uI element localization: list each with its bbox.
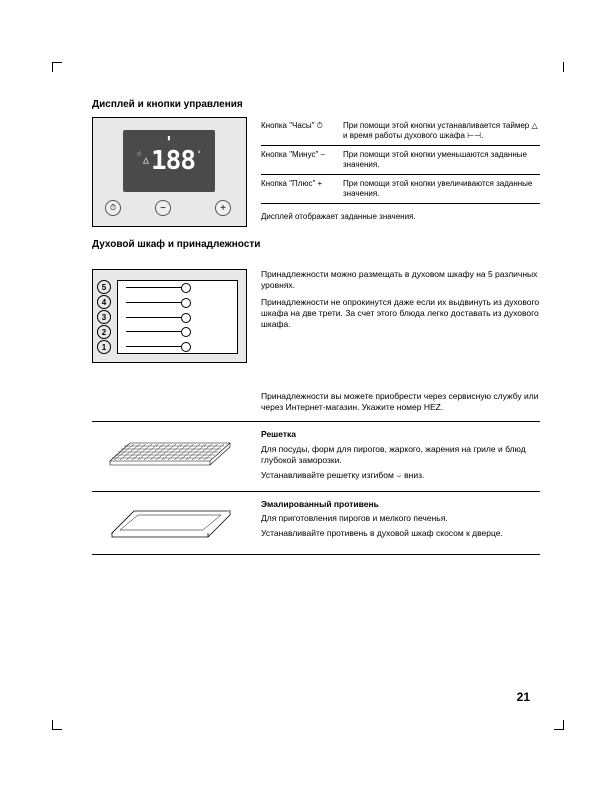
oven-section: 5 4 3 2 1 Принадлежности можно размещать…: [92, 269, 540, 363]
oven-p1: Принадлежности можно размещать в духовом…: [261, 269, 540, 291]
display-section: ▮ ☝ △ 188 ° − + Кнопка "Часы" ⏱ При помо…: [92, 117, 540, 227]
clock-button-icon: [105, 200, 121, 216]
lcd-degree: °: [197, 150, 201, 158]
accessory-title: Эмалированный противень: [261, 499, 540, 510]
accessory-row-tray: Эмалированный противень Для приготовлени…: [92, 491, 540, 555]
control-label: Кнопка "Часы" ⏱: [261, 121, 343, 141]
control-label: Кнопка "Минус" –: [261, 150, 343, 170]
lcd-indicators: ▮: [123, 130, 215, 142]
crop-mark: [556, 714, 572, 730]
accessory-note: Устанавливайте противень в духовой шкаф …: [261, 528, 540, 539]
section-title-oven: Духовой шкаф и принадлежности: [92, 239, 540, 251]
control-label: Кнопка "Плюс" +: [261, 179, 343, 199]
table-row: Кнопка "Часы" ⏱ При помощи этой кнопки у…: [261, 117, 540, 146]
oven-p2: Принадлежности не опрокинутся даже если …: [261, 297, 540, 330]
oven-figure: 5 4 3 2 1: [92, 269, 247, 363]
tray-figure: [92, 499, 247, 547]
oven-rail: [126, 287, 187, 288]
page-content: Дисплей и кнопки управления ▮ ☝ △ 188 ° …: [0, 0, 612, 555]
lcd-main: ☝ △ 188 °: [123, 146, 215, 176]
table-row: Кнопка "Плюс" + При помощи этой кнопки у…: [261, 175, 540, 204]
accessory-desc: Для посуды, форм для пирогов, жаркого, ж…: [261, 444, 540, 467]
oven-level-5: 5: [97, 280, 111, 294]
table-row: Кнопка "Минус" – При помощи этой кнопки …: [261, 146, 540, 175]
accessory-grid-text: Решетка Для посуды, форм для пирогов, жа…: [261, 429, 540, 484]
control-desc: При помощи этой кнопки устанавливается т…: [343, 121, 540, 141]
control-desc: При помощи этой кнопки уменьшаются задан…: [343, 150, 540, 170]
oven-description: Принадлежности можно размещать в духовом…: [261, 269, 540, 363]
oven-level-4: 4: [97, 295, 111, 309]
lcd-triangle-icon: △: [143, 156, 149, 166]
oven-rail: [126, 346, 187, 347]
accessory-row-grid: Решетка Для посуды, форм для пирогов, жа…: [92, 421, 540, 491]
crop-mark: [52, 714, 68, 730]
oven-rail: [126, 317, 187, 318]
grid-figure: [92, 429, 247, 477]
oven-level-3: 3: [97, 310, 111, 324]
oven-rail: [126, 331, 187, 332]
oven-rail: [126, 302, 187, 303]
plus-button-icon: +: [215, 200, 231, 216]
accessory-desc: Для приготовления пирогов и мелкого пече…: [261, 513, 540, 524]
oven-level-numbers: 5 4 3 2 1: [97, 280, 113, 354]
lcd-digits: 188: [151, 146, 195, 176]
oven-level-2: 2: [97, 325, 111, 339]
baking-tray-icon: [100, 499, 240, 547]
wire-rack-icon: [100, 431, 240, 475]
display-caption: Дисплей отображает заданные значения.: [261, 212, 540, 221]
accessory-title: Решетка: [261, 429, 540, 440]
oven-cavity: [117, 280, 238, 354]
purchase-note: Принадлежности вы можете приобрести чере…: [261, 391, 540, 413]
page-number: 21: [517, 690, 530, 704]
minus-button-icon: −: [155, 200, 171, 216]
section-title-display: Дисплей и кнопки управления: [92, 99, 540, 111]
control-desc: При помощи этой кнопки увеличиваются зад…: [343, 179, 540, 199]
crop-mark: [556, 62, 572, 78]
accessory-note: Устанавливайте решетку изгибом ⌣ вниз.: [261, 470, 540, 481]
oven-level-1: 1: [97, 340, 111, 354]
accessory-tray-text: Эмалированный противень Для приготовлени…: [261, 499, 540, 547]
display-panel-figure: ▮ ☝ △ 188 ° − +: [92, 117, 247, 227]
crop-mark: [52, 62, 68, 78]
oven-rails: [126, 287, 187, 347]
lcd-screen: ▮ ☝ △ 188 °: [123, 130, 215, 192]
controls-table: Кнопка "Часы" ⏱ При помощи этой кнопки у…: [261, 117, 540, 227]
lcd-hand-icon: ☝: [137, 150, 141, 158]
